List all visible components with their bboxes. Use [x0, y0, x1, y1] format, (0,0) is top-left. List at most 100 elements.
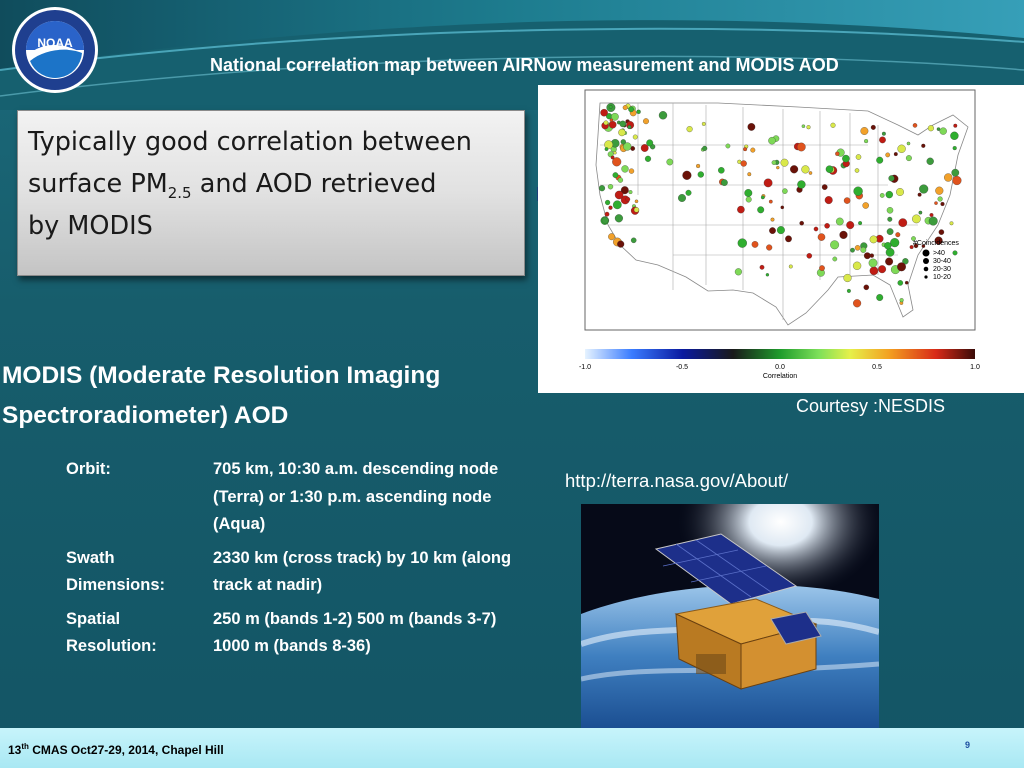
station-dot: [806, 253, 813, 259]
station-dot: [887, 216, 893, 222]
station-dot: [757, 206, 765, 214]
station-dot: [885, 152, 891, 158]
station-dot: [617, 240, 625, 248]
station-dot: [863, 284, 870, 291]
station-dot: [625, 196, 631, 202]
station-dot: [926, 157, 934, 165]
legend-item-2: 30-40: [933, 258, 951, 265]
station-dot: [921, 143, 926, 148]
spec-value: 705 km, 10:30 a.m. descending node (Terr…: [213, 460, 499, 533]
station-dot: [628, 106, 634, 113]
station-dot: [604, 211, 610, 217]
station-dot: [850, 247, 855, 253]
callout-line-3: by MODIS: [28, 211, 153, 241]
station-dot: [776, 226, 785, 235]
modis-heading-line-1: MODIS (Moderate Resolution Imaging: [2, 362, 441, 389]
station-dot: [759, 264, 765, 270]
station-dot: [909, 245, 914, 250]
station-dot: [618, 128, 626, 137]
satellite-image: [581, 504, 879, 728]
map-legend: #Coincidences >40 30-40 20-30 10-20: [913, 240, 959, 281]
station-dot: [860, 127, 869, 135]
station-dot: [940, 201, 945, 207]
slide-title: National correlation map between AIRNow …: [210, 55, 839, 75]
station-dot: [797, 180, 806, 189]
station-dot: [603, 120, 609, 126]
station-dot: [918, 210, 923, 215]
legend-item-1: >40: [933, 250, 945, 257]
station-dot: [607, 151, 614, 158]
spec-row-orbit: Orbit: 705 km, 10:30 a.m. descending nod…: [66, 456, 516, 539]
map-dots: [598, 103, 962, 308]
station-dot: [630, 237, 637, 244]
station-dot: [725, 143, 731, 149]
station-dot: [696, 163, 701, 169]
station-dot: [935, 186, 944, 195]
station-dot: [906, 141, 911, 146]
station-dot: [835, 151, 840, 156]
station-dot: [747, 123, 756, 131]
noaa-logo-text: NOAA: [37, 36, 73, 50]
station-dot: [743, 147, 748, 152]
station-dot: [863, 252, 871, 260]
station-dot: [876, 294, 884, 301]
station-dot: [765, 273, 770, 277]
station-dot: [608, 233, 616, 241]
station-dot: [740, 160, 747, 167]
station-dot: [879, 193, 885, 198]
colorbar: [585, 349, 975, 359]
source-url-link[interactable]: http://terra.nasa.gov/About/: [565, 470, 789, 491]
station-dot: [843, 197, 851, 204]
colorbar-label: Correlation: [763, 373, 797, 380]
station-dot: [879, 136, 886, 144]
footer-conference: CMAS Oct27-29, 2014, Chapel Hill: [28, 743, 224, 757]
station-dot: [737, 205, 745, 214]
station-dot: [876, 156, 884, 164]
station-dot: [852, 261, 862, 270]
station-dot: [721, 179, 728, 186]
callout-text: Typically good correlation between surfa…: [28, 121, 514, 247]
station-dot: [899, 298, 904, 303]
station-dot: [702, 145, 708, 151]
station-dot: [937, 196, 943, 202]
station-dot: [912, 214, 921, 224]
station-dot: [620, 186, 629, 195]
station-dot: [904, 280, 909, 285]
station-dot: [801, 165, 810, 174]
station-dot: [734, 268, 742, 276]
station-dot: [744, 189, 753, 197]
footer-ordinal-suffix: th: [21, 742, 29, 751]
station-dot: [598, 185, 606, 192]
station-dot: [646, 139, 654, 147]
station-dot: [780, 205, 785, 210]
station-dot: [751, 241, 759, 248]
station-dot: [686, 126, 693, 133]
station-dot: [768, 136, 776, 145]
station-dot: [613, 151, 617, 155]
station-dot: [929, 213, 934, 217]
callout-box: Typically good correlation between surfa…: [17, 110, 525, 276]
spec-value: 2330 km (cross track) by 10 km (along tr…: [213, 548, 512, 595]
station-dot: [796, 142, 806, 152]
station-dot: [678, 194, 686, 202]
station-dot: [952, 175, 962, 186]
station-dot: [869, 235, 878, 244]
station-dot: [885, 190, 893, 199]
station-dot: [600, 108, 608, 117]
station-dot: [799, 220, 804, 226]
legend-item-4: 10-20: [933, 274, 951, 281]
station-dot: [614, 190, 624, 200]
colorbar-tick-4: 0.5: [872, 364, 882, 371]
colorbar-tick-1: -1.0: [579, 364, 591, 371]
station-dot: [610, 155, 615, 160]
station-dot: [620, 139, 626, 145]
station-dot: [944, 173, 953, 182]
legend-item-3: 20-30: [933, 266, 951, 273]
station-dot: [949, 221, 954, 226]
station-dot: [763, 178, 773, 188]
header-swoosh: [0, 0, 1024, 110]
station-dot: [768, 199, 773, 204]
station-dot: [788, 264, 793, 269]
station-dot: [608, 205, 613, 210]
footer-text: 13th CMAS Oct27-29, 2014, Chapel Hill: [8, 742, 224, 757]
